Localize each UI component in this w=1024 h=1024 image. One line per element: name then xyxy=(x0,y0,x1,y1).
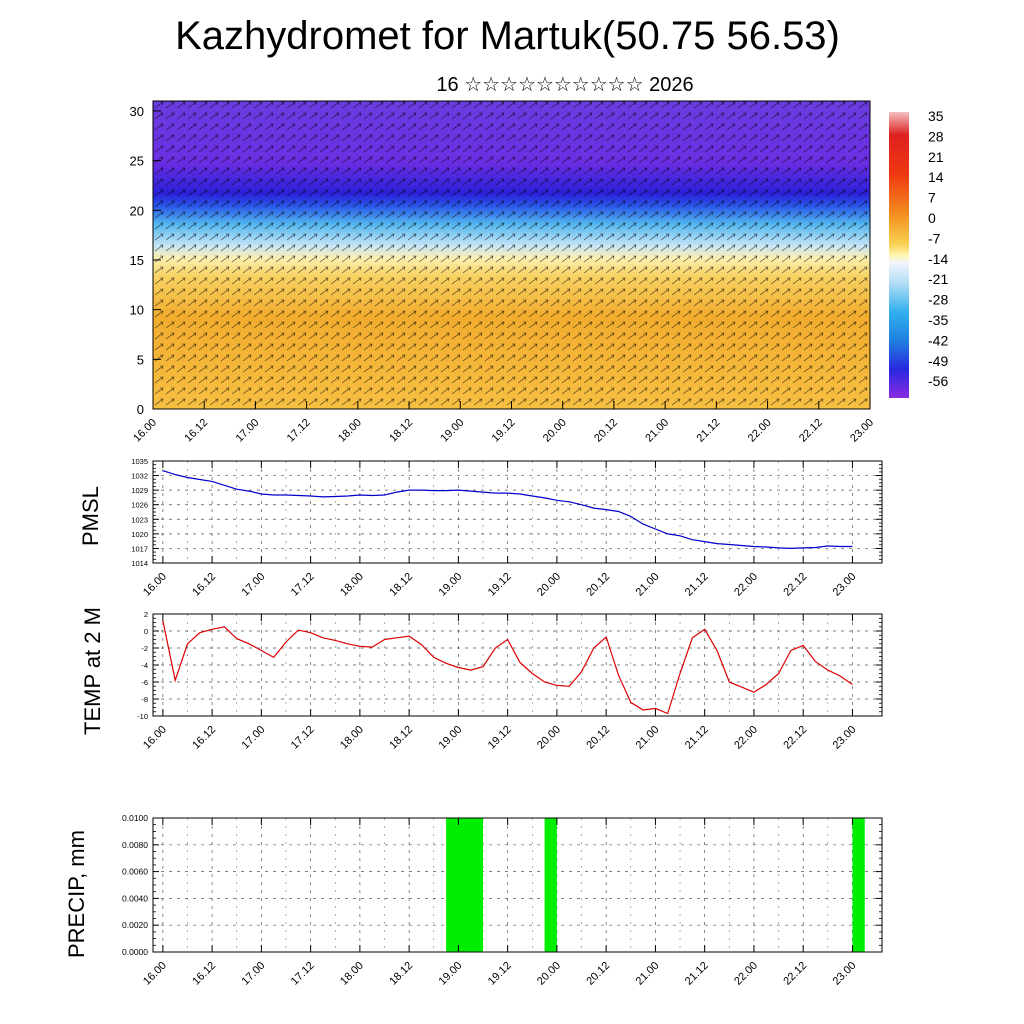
x-tick-label: 21.12 xyxy=(683,960,711,988)
y-tick-label: 2 xyxy=(144,610,148,619)
temp-axis-label: TEMP at 2 M xyxy=(80,607,105,735)
y-tick-label: 0.0060 xyxy=(122,867,148,877)
x-tick-label: 17.00 xyxy=(240,960,268,988)
y-tick-label: 1023 xyxy=(131,515,148,524)
precip-bar xyxy=(446,818,484,952)
wind-vectors xyxy=(153,101,870,409)
colorbar-label: -42 xyxy=(928,332,948,348)
cs-y-tick-label: 15 xyxy=(130,253,144,268)
y-tick-label: -8 xyxy=(141,695,148,704)
colorbar-label: 0 xyxy=(928,210,936,226)
y-tick-label: 0.0000 xyxy=(122,947,148,957)
x-tick-label: 20.00 xyxy=(535,960,563,988)
colorbar-label: -21 xyxy=(928,271,948,287)
x-tick-label: 23.00 xyxy=(831,960,859,988)
colorbar xyxy=(889,112,909,398)
colorbar-label: -49 xyxy=(928,353,948,369)
x-tick-label: 19.00 xyxy=(437,960,465,988)
y-tick-label: 0.0100 xyxy=(122,813,148,823)
series-line xyxy=(162,620,853,715)
y-tick-label: 0.0020 xyxy=(122,920,148,930)
x-tick-label: 21.00 xyxy=(634,960,662,988)
y-tick-label: -6 xyxy=(141,678,148,687)
x-tick-label: 16.00 xyxy=(141,960,169,988)
x-tick-label: 17.12 xyxy=(289,960,317,988)
precip-bar xyxy=(852,818,865,952)
y-tick-label: 1020 xyxy=(131,530,148,539)
cs-y-tick-label: 25 xyxy=(130,154,144,169)
y-tick-label: 1032 xyxy=(131,472,148,481)
y-tick-label: -10 xyxy=(137,712,148,721)
y-tick-label: 0.0080 xyxy=(122,840,148,850)
colorbar-label: -14 xyxy=(928,251,948,267)
x-tick-label: 22.12 xyxy=(781,960,809,988)
y-tick-label: 1014 xyxy=(131,559,148,568)
series-line xyxy=(162,470,853,550)
chart-title: Kazhydromet for Martuk(50.75 56.53) xyxy=(175,14,840,58)
x-tick-label: 18.12 xyxy=(387,960,415,988)
colorbar-label: 14 xyxy=(928,169,944,185)
y-tick-label: 0 xyxy=(144,627,148,636)
colorbar-label: 21 xyxy=(928,149,944,165)
cs-y-tick-label: 10 xyxy=(130,303,144,318)
y-tick-label: 1026 xyxy=(131,501,148,510)
colorbar-label: -35 xyxy=(928,312,948,328)
colorbar-label: -56 xyxy=(928,373,948,389)
colorbar-label: 35 xyxy=(928,108,944,124)
chart-subtitle: 16 ☆☆☆☆☆☆☆☆☆☆ 2026 xyxy=(436,74,694,96)
panel-frame xyxy=(152,817,883,953)
x-tick-label: 20.12 xyxy=(584,960,612,988)
colorbar-label: -28 xyxy=(928,292,948,308)
x-tick-label: 19.12 xyxy=(486,960,514,988)
colorbar-label: -7 xyxy=(928,230,941,246)
precip-bar xyxy=(544,818,557,952)
x-tick-label: 18.00 xyxy=(338,960,366,988)
y-tick-label: 0.0040 xyxy=(122,893,148,903)
colorbar-label: 7 xyxy=(928,190,936,206)
x-tick-label: 16.12 xyxy=(190,960,218,988)
colorbar-label: 28 xyxy=(928,128,944,144)
precip-axis-label: PRECIP, mm xyxy=(64,830,89,958)
y-tick-label: -2 xyxy=(141,644,148,653)
cs-y-tick-label: 20 xyxy=(130,203,144,218)
cs-y-tick-label: 5 xyxy=(137,352,144,367)
pmsl-axis-label: PMSL xyxy=(78,486,103,546)
y-tick-label: 1017 xyxy=(131,544,148,553)
cs-y-tick-label: 30 xyxy=(130,104,144,119)
x-tick-label: 22.00 xyxy=(732,960,760,988)
cs-y-tick-label: 0 xyxy=(137,402,144,417)
y-tick-label: -4 xyxy=(141,661,148,670)
y-tick-label: 1029 xyxy=(131,486,148,495)
y-tick-label: 1035 xyxy=(131,457,148,466)
